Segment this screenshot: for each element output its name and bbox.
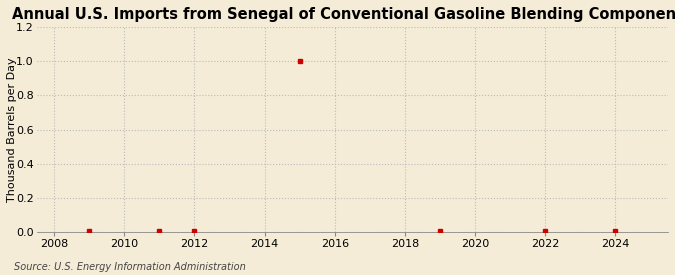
Title: Annual U.S. Imports from Senegal of Conventional Gasoline Blending Components: Annual U.S. Imports from Senegal of Conv…	[12, 7, 675, 22]
Text: Source: U.S. Energy Information Administration: Source: U.S. Energy Information Administ…	[14, 262, 245, 272]
Y-axis label: Thousand Barrels per Day: Thousand Barrels per Day	[7, 57, 17, 202]
